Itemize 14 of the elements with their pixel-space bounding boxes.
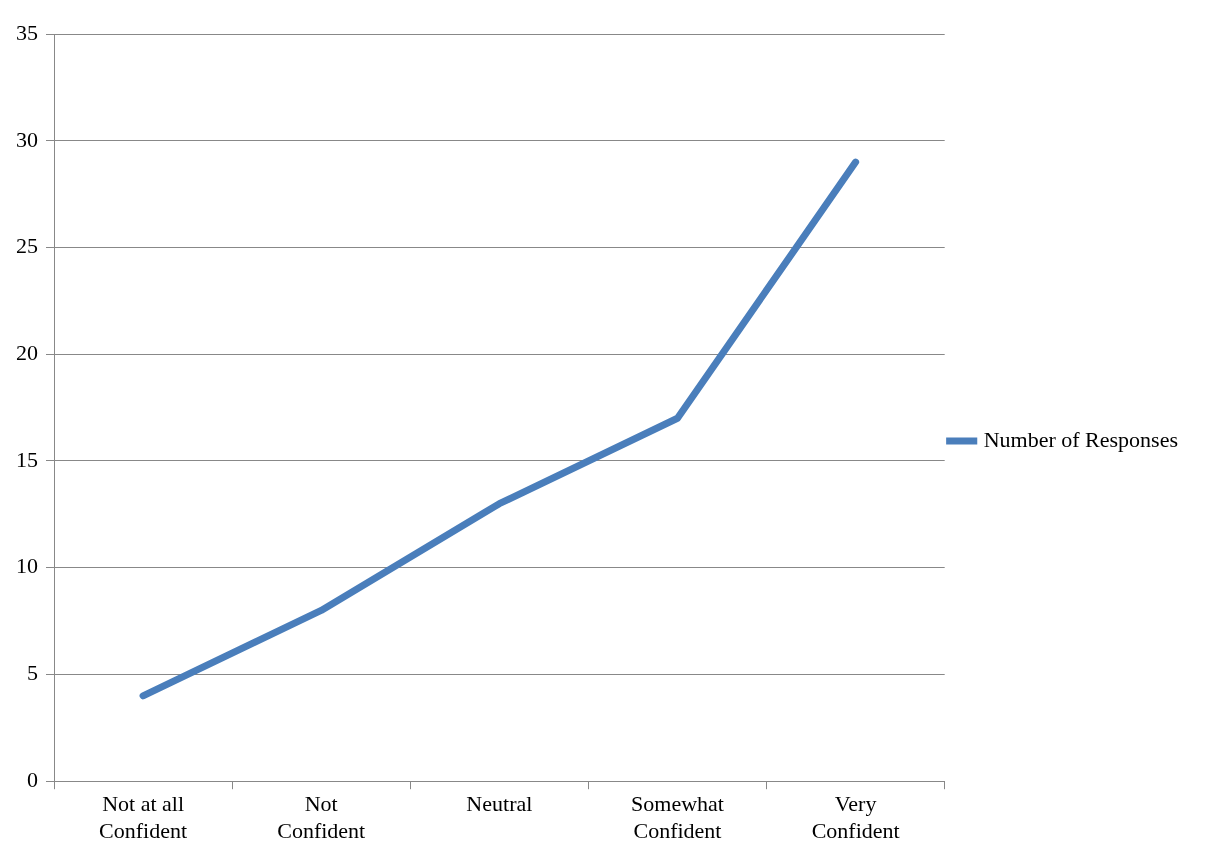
y-tick-label: 5 (27, 660, 38, 686)
y-tick-label: 20 (16, 340, 38, 366)
x-tick-label: Not Confident (277, 791, 366, 843)
y-tick-label: 35 (16, 19, 38, 45)
y-tick-label: 30 (16, 126, 38, 152)
y-tick-label: 25 (16, 233, 38, 259)
y-tick-label: 10 (16, 553, 38, 579)
x-tick-label: Somewhat Confident (631, 791, 724, 843)
x-tick-label: Not at all Confident (99, 791, 188, 843)
x-tick-label: Neutral (466, 791, 533, 817)
x-tick-label: Very Confident (811, 791, 900, 843)
y-tick-label: 15 (16, 446, 38, 472)
legend-label: Number of Responses (983, 426, 1179, 452)
y-tick-label: 0 (27, 766, 38, 792)
